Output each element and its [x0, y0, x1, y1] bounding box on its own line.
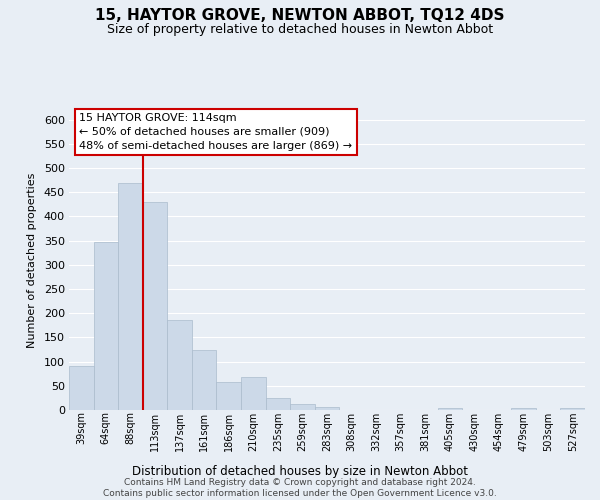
- Bar: [118, 182, 143, 410]
- Bar: [143, 202, 167, 410]
- Bar: [290, 404, 315, 410]
- Bar: [192, 350, 217, 410]
- Bar: [437, 408, 462, 410]
- Text: 15, HAYTOR GROVE, NEWTON ABBOT, TQ12 4DS: 15, HAYTOR GROVE, NEWTON ABBOT, TQ12 4DS: [95, 8, 505, 22]
- Bar: [511, 408, 536, 410]
- Text: Size of property relative to detached houses in Newton Abbot: Size of property relative to detached ho…: [107, 22, 493, 36]
- Bar: [94, 242, 118, 410]
- Bar: [266, 398, 290, 410]
- Bar: [241, 377, 266, 410]
- Text: 15 HAYTOR GROVE: 114sqm
← 50% of detached houses are smaller (909)
48% of semi-d: 15 HAYTOR GROVE: 114sqm ← 50% of detache…: [79, 113, 352, 151]
- Bar: [69, 366, 94, 410]
- Bar: [167, 320, 192, 410]
- Text: Distribution of detached houses by size in Newton Abbot: Distribution of detached houses by size …: [132, 464, 468, 477]
- Bar: [217, 382, 241, 410]
- Bar: [560, 408, 585, 410]
- Bar: [315, 407, 339, 410]
- Text: Contains HM Land Registry data © Crown copyright and database right 2024.
Contai: Contains HM Land Registry data © Crown c…: [103, 478, 497, 498]
- Y-axis label: Number of detached properties: Number of detached properties: [27, 172, 37, 348]
